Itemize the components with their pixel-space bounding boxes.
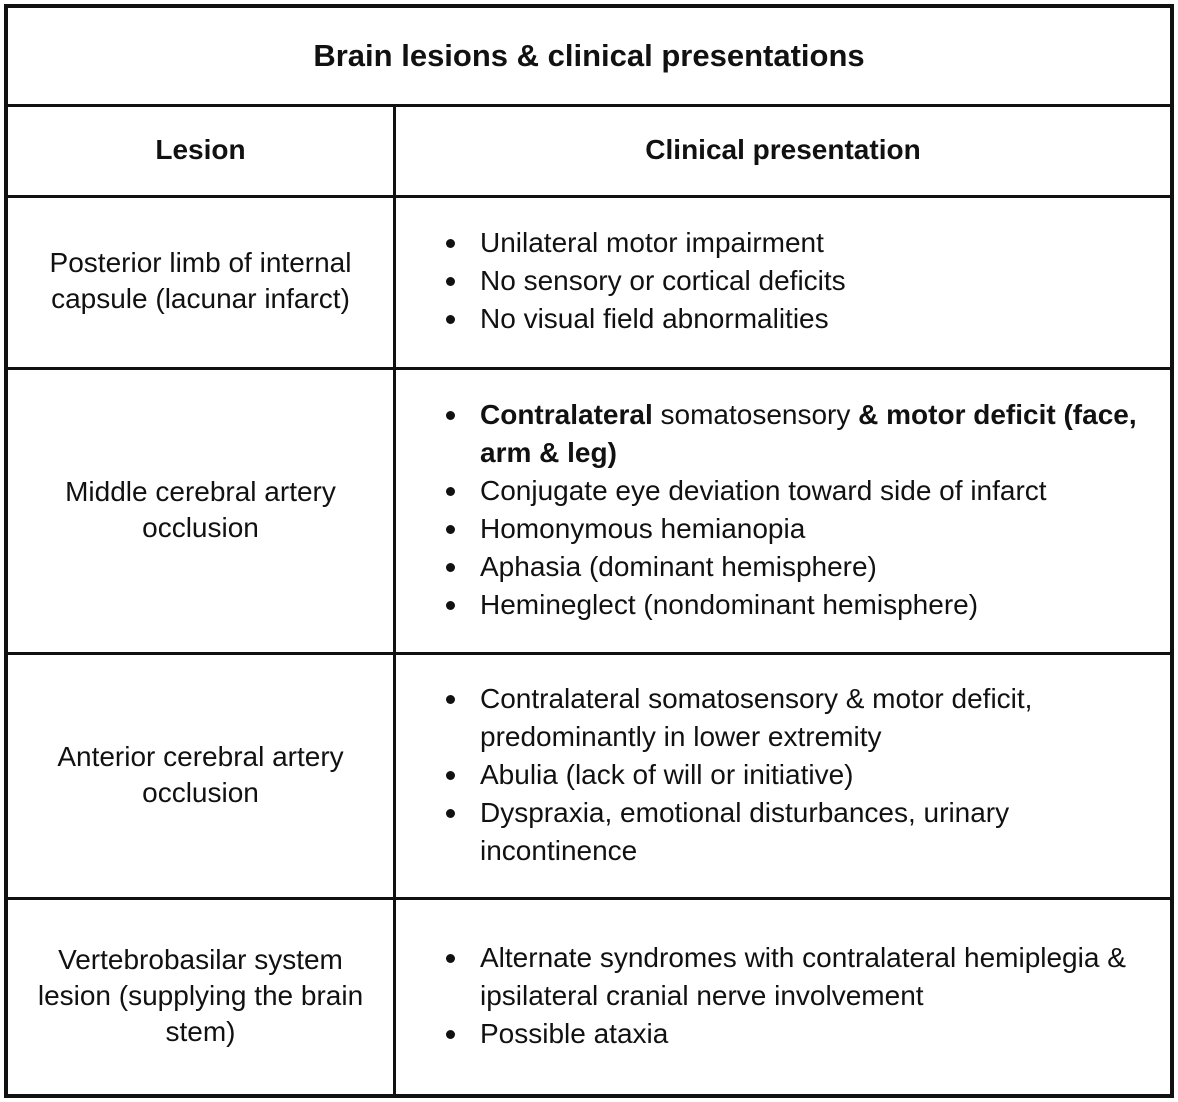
presentation-cell: Contralateral somatosensory & motor defi…: [396, 367, 1170, 652]
list-item: Unilateral motor impairment: [444, 224, 846, 262]
table-row: Middle cerebral artery occlusion Contral…: [8, 367, 1170, 655]
list-item: No sensory or cortical deficits: [444, 262, 846, 300]
list-item: No visual field abnormalities: [444, 300, 846, 338]
table-row: Posterior limb of internal capsule (lacu…: [8, 195, 1170, 370]
lesion-cell: Vertebrobasilar system lesion (supplying…: [8, 897, 396, 1094]
lesion-cell: Posterior limb of internal capsule (lacu…: [8, 195, 396, 367]
header-lesion: Lesion: [8, 104, 396, 195]
presentation-list: Alternate syndromes with contralateral h…: [396, 939, 1170, 1053]
list-item-text: somatosensory: [652, 398, 859, 430]
lesions-table: Brain lesions & clinical presentations L…: [4, 4, 1174, 1098]
header-clinical-presentation: Clinical presentation: [645, 133, 921, 165]
table-title: Brain lesions & clinical presentations: [8, 8, 1170, 107]
presentation-list: Contralateral somatosensory & motor defi…: [396, 396, 1170, 624]
emphasis-text: Contralateral: [480, 398, 653, 430]
emphasis-text: & motor deficit (face, arm & leg): [480, 398, 1137, 468]
presentation-cell: Alternate syndromes with contralateral h…: [396, 897, 1170, 1094]
table-row: Anterior cerebral artery occlusion Contr…: [8, 652, 1170, 900]
list-item: Conjugate eye deviation toward side of i…: [444, 472, 1146, 510]
list-item: Alternate syndromes with contralateral h…: [444, 939, 1146, 1015]
list-item: Possible ataxia: [444, 1015, 1146, 1053]
list-item: Homonymous hemianopia: [444, 510, 1146, 548]
presentation-list: Unilateral motor impairment No sensory o…: [396, 224, 870, 338]
list-item: Abulia (lack of will or initiative): [444, 756, 1146, 794]
table-header-row: Lesion Clinical presentation: [8, 104, 1170, 198]
lesion-cell: Anterior cerebral artery occlusion: [8, 652, 396, 897]
table-row: Vertebrobasilar system lesion (supplying…: [8, 897, 1170, 1094]
presentation-list: Contralateral somatosensory & motor defi…: [396, 680, 1170, 870]
list-item: Aphasia (dominant hemisphere): [444, 548, 1146, 586]
list-item: Hemineglect (nondominant hemisphere): [444, 586, 1146, 624]
list-item: Contralateral somatosensory & motor defi…: [444, 680, 1146, 756]
lesion-cell: Middle cerebral artery occlusion: [8, 367, 396, 652]
list-item: Dyspraxia, emotional disturbances, urina…: [444, 794, 1146, 870]
presentation-cell: Unilateral motor impairment No sensory o…: [396, 195, 1170, 367]
list-item: Contralateral somatosensory & motor defi…: [444, 396, 1146, 472]
presentation-cell: Contralateral somatosensory & motor defi…: [396, 652, 1170, 897]
